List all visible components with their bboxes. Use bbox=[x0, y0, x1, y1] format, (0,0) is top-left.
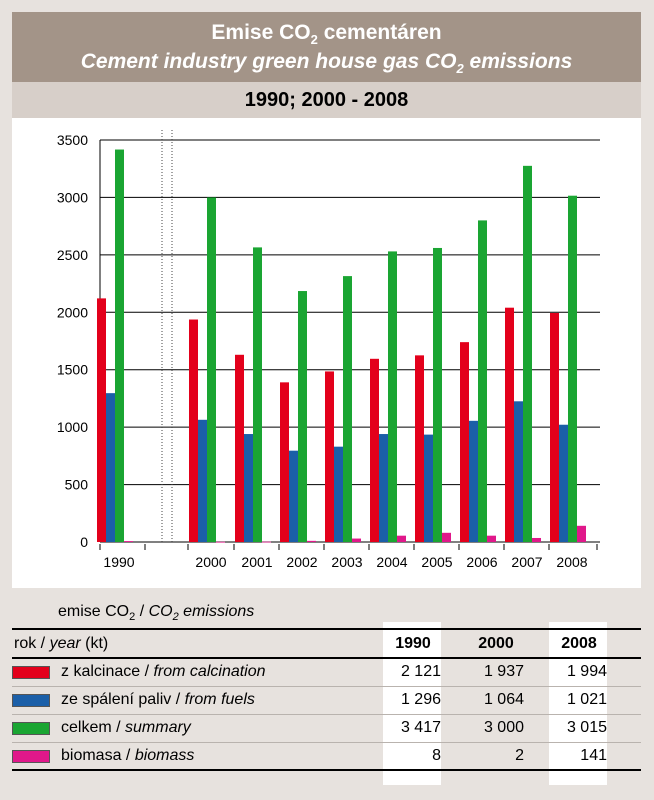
bar-from-calcination bbox=[280, 382, 289, 542]
row-divider bbox=[12, 686, 641, 687]
col-highlight-2008 bbox=[549, 622, 607, 785]
bar-from-calcination bbox=[97, 298, 106, 542]
bar-from-calcination bbox=[550, 312, 559, 542]
y-tick-label: 1500 bbox=[57, 362, 88, 378]
table-value: 3 000 bbox=[483, 719, 524, 736]
table-header-year: 1990 bbox=[395, 635, 431, 652]
table-header-year: 2000 bbox=[478, 635, 514, 652]
col-highlight-1990 bbox=[383, 622, 441, 785]
bar-chart: 0 500 1000 1500 2000 2500 3000 3500 1990 2000 2001… bbox=[57, 130, 600, 570]
x-tick-label: 2001 bbox=[241, 554, 272, 570]
legend-swatch bbox=[12, 666, 50, 679]
table-value: 1 296 bbox=[400, 691, 441, 708]
y-tick-label: 3000 bbox=[57, 189, 88, 205]
bar-from-calcination bbox=[415, 355, 424, 542]
bar-biomass bbox=[577, 525, 586, 542]
x-tick-label: 2005 bbox=[421, 554, 452, 570]
table-value: 3 417 bbox=[400, 719, 441, 736]
legend-swatch bbox=[12, 722, 50, 735]
y-tick-label: 500 bbox=[65, 477, 89, 493]
bar-biomass bbox=[442, 532, 451, 542]
table-value: 1 994 bbox=[566, 663, 607, 680]
legend-swatch bbox=[12, 694, 50, 707]
table-header-label: rok / year (kt) bbox=[14, 635, 109, 652]
bar-from-fuels bbox=[514, 401, 523, 542]
bar-from-fuels bbox=[469, 420, 478, 542]
y-tick-label: 0 bbox=[80, 534, 88, 550]
bar-from-fuels bbox=[289, 450, 298, 542]
bar-from-calcination bbox=[325, 371, 334, 542]
bar-biomass bbox=[307, 540, 316, 542]
table-value: 1 064 bbox=[483, 691, 524, 708]
bar-from-fuels bbox=[244, 434, 253, 542]
chart-title-en: Cement industry green house gas CO2 emis… bbox=[80, 50, 573, 77]
bar-from-fuels bbox=[424, 434, 433, 542]
row-divider bbox=[12, 742, 641, 743]
bar-biomass bbox=[487, 535, 496, 542]
x-tick-label: 1990 bbox=[103, 554, 134, 570]
legend-swatch bbox=[12, 750, 50, 763]
bar-summary bbox=[433, 247, 442, 543]
bar-from-fuels bbox=[379, 434, 388, 542]
bar-summary bbox=[253, 247, 262, 543]
table-top-rule bbox=[12, 628, 641, 630]
bar-from-calcination bbox=[370, 358, 379, 542]
y-tick-label: 2500 bbox=[57, 247, 88, 263]
table-value: 1 021 bbox=[566, 691, 607, 708]
subtitle-band: 1990; 2000 - 2008 bbox=[12, 82, 641, 118]
bar-biomass bbox=[352, 538, 361, 542]
table-value: 141 bbox=[580, 747, 607, 764]
row-label: z kalcinace / from calcination bbox=[61, 663, 266, 680]
bar-from-calcination bbox=[189, 319, 198, 542]
bar-biomass bbox=[397, 535, 406, 542]
row-divider bbox=[12, 714, 641, 715]
chart-title-cz: Emise CO2 cementáren bbox=[211, 21, 442, 48]
x-tick-label: 2007 bbox=[511, 554, 542, 570]
table-caption: emise CO2 / CO2 emissions bbox=[58, 603, 255, 624]
table-bottom-rule bbox=[12, 769, 641, 771]
row-label: biomasa / biomass bbox=[61, 747, 195, 764]
bar-biomass bbox=[532, 537, 541, 542]
table-value: 1 937 bbox=[483, 663, 524, 680]
bar-biomass bbox=[262, 541, 271, 543]
bar-summary bbox=[298, 291, 307, 542]
bar-from-fuels bbox=[559, 424, 568, 542]
bar-summary bbox=[523, 165, 532, 542]
x-tick-label: 2002 bbox=[286, 554, 317, 570]
y-tick-label: 2000 bbox=[57, 304, 88, 320]
bar-biomass bbox=[216, 541, 225, 543]
bar-from-calcination bbox=[460, 342, 469, 542]
table-value: 2 121 bbox=[400, 663, 441, 680]
bar-biomass bbox=[124, 541, 133, 542]
x-tick-label: 2006 bbox=[466, 554, 497, 570]
table-head-rule bbox=[12, 657, 641, 659]
bar-from-calcination bbox=[235, 354, 244, 542]
bar-summary bbox=[343, 276, 352, 542]
bar-summary bbox=[568, 195, 577, 542]
bar-summary bbox=[478, 220, 487, 542]
bar-summary bbox=[115, 149, 124, 542]
row-label: ze spálení paliv / from fuels bbox=[61, 691, 255, 708]
chart-subtitle: 1990; 2000 - 2008 bbox=[244, 89, 409, 111]
table-header-year: 2008 bbox=[561, 635, 597, 652]
bar-from-fuels bbox=[334, 446, 343, 542]
table-value: 3 015 bbox=[566, 719, 607, 736]
row-label: celkem / summary bbox=[61, 719, 191, 736]
bar-from-calcination bbox=[505, 307, 514, 542]
y-tick-label: 3500 bbox=[57, 132, 88, 148]
bar-from-fuels bbox=[106, 393, 115, 542]
bar-summary bbox=[388, 251, 397, 542]
x-tick-label: 2003 bbox=[331, 554, 362, 570]
y-tick-label: 1000 bbox=[57, 419, 88, 435]
x-tick-label: 2008 bbox=[556, 554, 587, 570]
bar-from-fuels bbox=[198, 419, 207, 542]
title-band: Emise CO2 cementáren Cement industry gre… bbox=[12, 12, 641, 82]
table-value: 2 bbox=[515, 747, 524, 764]
table-value: 8 bbox=[432, 747, 441, 764]
x-tick-label: 2004 bbox=[376, 554, 407, 570]
chart-area: 0 500 1000 1500 2000 2500 3000 3500 1990 2000 2001… bbox=[12, 118, 641, 588]
x-tick-label: 2000 bbox=[195, 554, 226, 570]
bar-summary bbox=[207, 197, 216, 542]
